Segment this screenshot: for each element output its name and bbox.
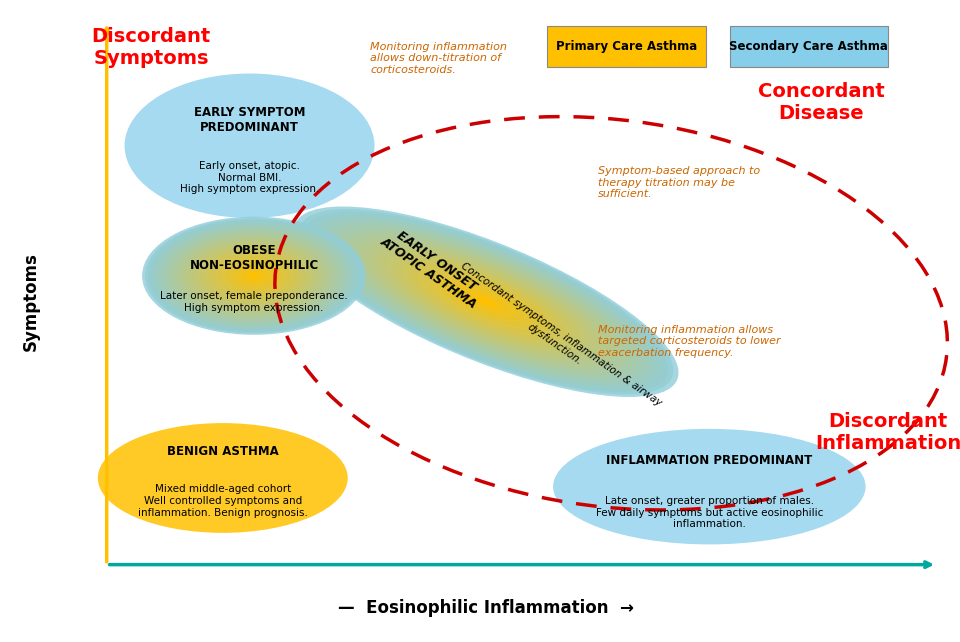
Text: Discordant
Inflammation: Discordant Inflammation xyxy=(815,412,960,453)
Ellipse shape xyxy=(208,252,300,300)
Ellipse shape xyxy=(356,238,616,366)
Text: Early onset, atopic.
Normal BMI.
High symptom expression.: Early onset, atopic. Normal BMI. High sy… xyxy=(180,161,320,194)
Ellipse shape xyxy=(470,294,502,309)
Text: Concordant
Disease: Concordant Disease xyxy=(757,82,884,123)
Ellipse shape xyxy=(221,258,288,293)
Ellipse shape xyxy=(211,253,297,299)
Ellipse shape xyxy=(439,279,533,325)
Ellipse shape xyxy=(341,230,632,374)
Text: INFLAMMATION PREDOMINANT: INFLAMMATION PREDOMINANT xyxy=(606,454,812,467)
Text: —  Eosinophilic Inflammation  →: — Eosinophilic Inflammation → xyxy=(338,600,635,618)
Text: EARLY SYMPTOM
PREDOMINANT: EARLY SYMPTOM PREDOMINANT xyxy=(194,106,305,134)
Ellipse shape xyxy=(304,212,668,392)
Ellipse shape xyxy=(169,231,339,320)
Text: Later onset, female preponderance.
High symptom expression.: Later onset, female preponderance. High … xyxy=(160,291,348,313)
Ellipse shape xyxy=(151,221,357,330)
Ellipse shape xyxy=(232,265,276,287)
Ellipse shape xyxy=(181,238,326,314)
Ellipse shape xyxy=(465,291,507,312)
Ellipse shape xyxy=(187,241,321,311)
Ellipse shape xyxy=(413,266,559,338)
Ellipse shape xyxy=(335,227,637,376)
Ellipse shape xyxy=(155,223,354,329)
Text: Monitoring inflammation
allows down-titration of
corticosteroids.: Monitoring inflammation allows down-titr… xyxy=(371,42,507,75)
Ellipse shape xyxy=(376,248,595,356)
Text: EARLY ONSET
ATOPIC ASTHMA: EARLY ONSET ATOPIC ASTHMA xyxy=(377,223,488,311)
Text: Symptoms: Symptoms xyxy=(22,252,39,351)
Ellipse shape xyxy=(429,273,543,330)
Ellipse shape xyxy=(294,207,679,397)
Ellipse shape xyxy=(419,268,554,335)
Ellipse shape xyxy=(408,263,564,340)
Ellipse shape xyxy=(245,271,263,281)
Ellipse shape xyxy=(184,239,324,313)
Ellipse shape xyxy=(402,261,569,343)
Text: Late onset, greater proportion of males.
Few daily symptoms but active eosinophi: Late onset, greater proportion of males.… xyxy=(595,496,823,529)
Ellipse shape xyxy=(166,229,342,322)
Ellipse shape xyxy=(203,248,305,303)
Ellipse shape xyxy=(382,250,590,353)
Ellipse shape xyxy=(242,269,267,282)
Text: Discordant
Symptoms: Discordant Symptoms xyxy=(92,27,211,68)
Ellipse shape xyxy=(476,297,496,307)
Ellipse shape xyxy=(98,423,348,533)
Ellipse shape xyxy=(299,209,673,394)
Text: Monitoring inflammation allows
targeted corticosteroids to lower
exacerbation fr: Monitoring inflammation allows targeted … xyxy=(598,325,780,358)
Ellipse shape xyxy=(553,429,866,544)
Text: BENIGN ASTHMA: BENIGN ASTHMA xyxy=(167,446,278,458)
Ellipse shape xyxy=(160,226,348,325)
Ellipse shape xyxy=(145,218,363,333)
Ellipse shape xyxy=(200,247,309,305)
Text: Concordant symptoms, inflammation & airway
dysfunction.: Concordant symptoms, inflammation & airw… xyxy=(452,261,663,418)
Ellipse shape xyxy=(309,214,663,389)
Ellipse shape xyxy=(163,228,345,324)
Ellipse shape xyxy=(179,236,330,316)
Ellipse shape xyxy=(217,256,291,295)
Text: OBESE
NON-EOSINOPHILIC: OBESE NON-EOSINOPHILIC xyxy=(189,245,319,272)
Ellipse shape xyxy=(193,244,315,308)
Ellipse shape xyxy=(320,220,653,384)
Ellipse shape xyxy=(196,245,312,306)
Ellipse shape xyxy=(455,286,517,317)
Ellipse shape xyxy=(157,225,351,327)
Ellipse shape xyxy=(214,255,294,297)
Ellipse shape xyxy=(142,216,366,335)
Ellipse shape xyxy=(449,284,523,320)
Ellipse shape xyxy=(434,276,539,327)
Ellipse shape xyxy=(481,299,492,304)
Ellipse shape xyxy=(172,232,336,319)
Ellipse shape xyxy=(224,259,284,292)
Ellipse shape xyxy=(251,274,257,277)
Ellipse shape xyxy=(387,253,586,351)
Text: Secondary Care Asthma: Secondary Care Asthma xyxy=(730,40,888,53)
Ellipse shape xyxy=(393,256,580,348)
Ellipse shape xyxy=(372,245,601,358)
Ellipse shape xyxy=(397,258,575,345)
Text: Symptom-based approach to
therapy titration may be
sufficient.: Symptom-based approach to therapy titrat… xyxy=(598,166,760,199)
Text: Mixed middle-aged cohort
Well controlled symptoms and
inflammation. Benign progn: Mixed middle-aged cohort Well controlled… xyxy=(138,485,308,517)
Text: Primary Care Asthma: Primary Care Asthma xyxy=(556,40,697,53)
Ellipse shape xyxy=(148,220,360,332)
Ellipse shape xyxy=(190,242,318,309)
Ellipse shape xyxy=(475,297,497,307)
Ellipse shape xyxy=(205,250,302,302)
Ellipse shape xyxy=(444,281,528,322)
Ellipse shape xyxy=(248,272,260,279)
Ellipse shape xyxy=(125,74,374,218)
Ellipse shape xyxy=(346,232,627,371)
Ellipse shape xyxy=(350,235,621,369)
Ellipse shape xyxy=(248,273,260,279)
Ellipse shape xyxy=(330,225,642,379)
Ellipse shape xyxy=(324,222,647,381)
Ellipse shape xyxy=(176,234,333,317)
Ellipse shape xyxy=(367,243,606,361)
Ellipse shape xyxy=(235,266,273,286)
Ellipse shape xyxy=(361,240,612,363)
Ellipse shape xyxy=(229,263,278,289)
Ellipse shape xyxy=(227,261,281,290)
Ellipse shape xyxy=(315,217,658,386)
Ellipse shape xyxy=(238,268,270,284)
Ellipse shape xyxy=(423,271,549,333)
Ellipse shape xyxy=(460,289,513,315)
